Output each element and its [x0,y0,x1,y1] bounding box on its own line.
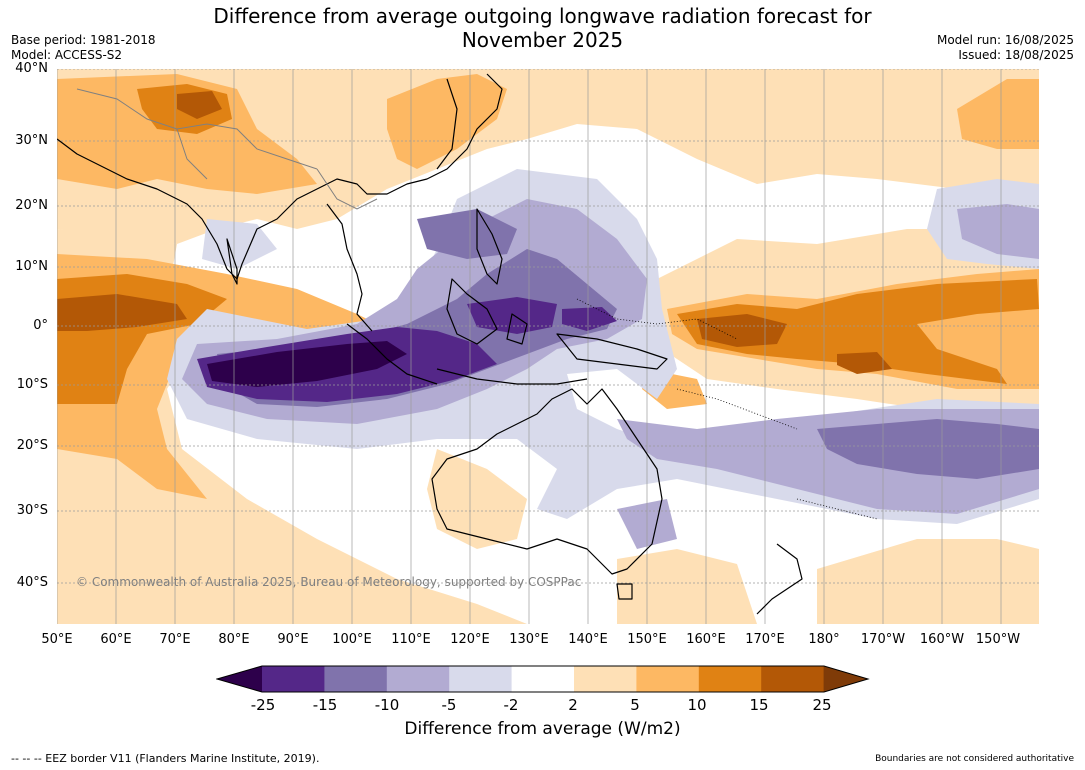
coastline-sulawesi [506,313,528,345]
lon-label-160w: 160°W [919,632,965,647]
colorbar-swatch [761,666,825,692]
lon-label-170w: 170°W [860,632,906,647]
lat-label-30n: 30°N [15,133,48,148]
coastline-new-zealand [756,543,803,615]
lon-label-70e: 70°E [159,632,191,647]
lat-label-10s: 10°S [16,377,48,392]
coastline-sri-lanka [226,238,238,285]
colorbar-label-neg15: -15 [312,696,338,714]
lat-label-40n: 40°N [15,61,48,76]
colorbar-svg [215,665,870,693]
lon-label-60e: 60°E [100,632,132,647]
map-title-line1: Difference from average outgoing longwav… [213,4,872,28]
colorbar-swatch [449,666,513,692]
colorbar [215,664,870,694]
map-gridlines [57,69,1039,624]
lon-label-50e: 50°E [41,632,73,647]
copyright-notice: © Commonwealth of Australia 2025, Bureau… [76,575,582,589]
colorbar-swatch [386,666,450,692]
colorbar-swatch [574,666,637,692]
colorbar-swatch [636,666,700,692]
issued-date: Issued: 18/08/2025 [958,48,1074,62]
colorbar-swatch [324,666,388,692]
lat-label-0: 0° [33,318,48,333]
colorbar-swatch [511,666,575,692]
eez-footnote: -- -- -- EEZ border V11 (Flanders Marine… [11,752,320,765]
base-period: Base period: 1981-2018 [11,33,156,47]
coastline-australia [431,388,663,575]
meta-left: Base period: 1981-2018 Model: ACCESS-S2 [11,33,156,63]
colorbar-label-pos25: 25 [812,696,832,714]
colorbar-swatches [217,666,868,692]
lon-label-110e: 110°E [391,632,431,647]
lat-label-30s: 30°S [16,503,48,518]
lon-label-180: 180° [808,632,840,647]
coastline-lesser-sunda [436,368,588,385]
coastline-asia [57,73,503,280]
anomaly-map [57,69,1039,624]
coastline-indochina-malaya [326,203,373,332]
lon-label-150w: 150°W [975,632,1021,647]
coastline-korea-japan [436,78,458,170]
boundaries-disclaimer: Boundaries are not considered authoritat… [875,754,1074,764]
colorbar-label-neg25: -25 [250,696,276,714]
colorbar-swatch [698,666,762,692]
lat-label-20n: 20°N [15,198,48,213]
map-title-line2: November 2025 [461,28,624,52]
colorbar-label-pos15: 15 [749,696,769,714]
country-borders [76,88,378,210]
lon-label-130e: 130°E [509,632,549,647]
lon-label-160e: 160°E [686,632,726,647]
colorbar-label-neg5: -5 [441,696,457,714]
colorbar-swatch [262,666,325,692]
coastline-new-guinea [556,333,668,370]
colorbar-extend-high [823,666,868,692]
colorbar-extend-low [217,666,262,692]
coastline-philippines [476,208,503,285]
colorbar-label-neg2: -2 [503,696,519,714]
coastlines [57,73,803,615]
lon-label-90e: 90°E [277,632,309,647]
lon-label-170e: 170°E [745,632,785,647]
lat-label-40s: 40°S [16,575,48,590]
model-name: Model: ACCESS-S2 [11,48,123,62]
coastline-borneo [446,278,498,345]
anomaly-map-svg [57,69,1039,624]
model-run: Model run: 16/08/2025 [936,33,1074,47]
colorbar-label-pos10: 10 [687,696,707,714]
lat-label-10n: 10°N [15,259,48,274]
lat-label-20s: 20°S [16,438,48,453]
anomaly-positive-extreme [57,91,892,374]
anomaly-negative-max [207,341,407,387]
lon-label-150e: 150°E [627,632,667,647]
map-title: Difference from average outgoing longwav… [0,4,1085,52]
lon-label-100e: 100°E [332,632,372,647]
coastline-tasmania [616,583,633,600]
lon-label-80e: 80°E [218,632,250,647]
lon-label-140e: 140°E [568,632,608,647]
eez-borders [576,298,878,520]
meta-right: Model run: 16/08/2025 Issued: 18/08/2025 [937,33,1074,63]
colorbar-label-pos5: 5 [630,696,640,714]
colorbar-label-pos2: 2 [568,696,578,714]
coastline-sumatra-java [346,323,438,385]
colorbar-label-neg10: -10 [374,696,400,714]
colorbar-title: Difference from average (W/m2) [404,719,681,739]
lon-label-120e: 120°E [450,632,490,647]
